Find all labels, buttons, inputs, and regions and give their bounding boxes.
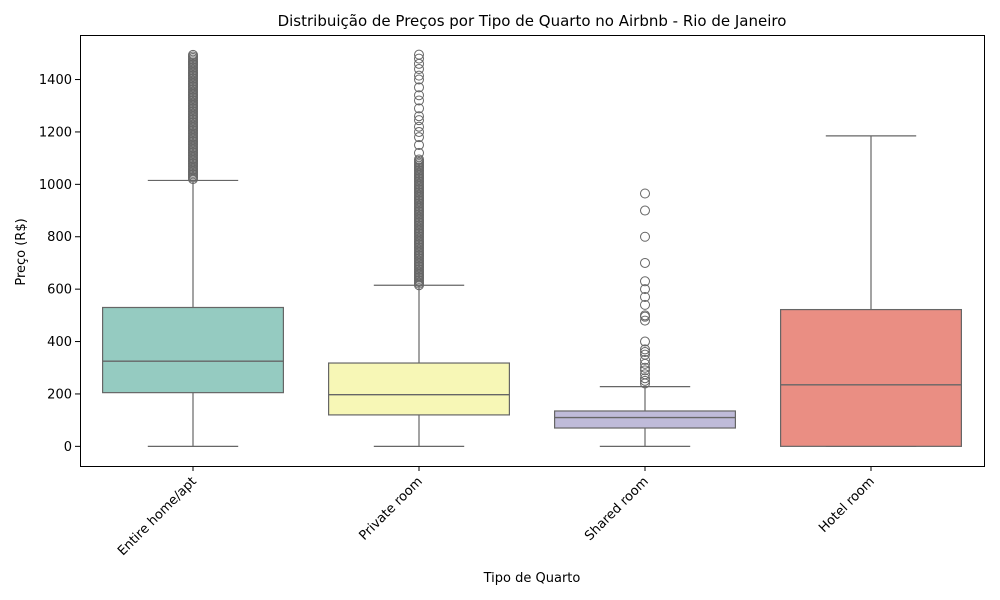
outlier-point — [414, 82, 424, 93]
outlier-point — [188, 49, 198, 60]
outlier-point — [640, 344, 650, 355]
outlier-point — [414, 64, 424, 75]
outlier-point — [414, 121, 424, 132]
outlier-point — [640, 276, 650, 287]
box-iqr — [779, 308, 962, 447]
outlier-point — [414, 53, 424, 64]
box-iqr — [328, 362, 511, 416]
chart-title: Distribuição de Preços por Tipo de Quart… — [278, 12, 787, 30]
outlier-point — [414, 154, 424, 165]
box-iqr — [553, 410, 736, 429]
plot-frame — [80, 35, 985, 467]
box-group — [101, 49, 285, 447]
y-tick-label: 1000 — [39, 178, 72, 193]
outlier-point — [640, 284, 650, 295]
outlier-point — [640, 299, 650, 310]
box-group — [553, 188, 736, 447]
outlier-point — [640, 375, 650, 386]
outlier-point — [640, 358, 650, 369]
box-group — [779, 135, 962, 447]
outlier-point — [640, 315, 650, 326]
outlier-point — [640, 205, 650, 216]
outlier-point — [414, 111, 424, 122]
outlier-point — [640, 373, 650, 384]
y-tick-label: 1400 — [39, 73, 72, 88]
plot-area — [101, 49, 962, 447]
outlier-point — [414, 103, 424, 114]
outlier-point — [640, 365, 650, 376]
outlier-point — [414, 147, 424, 158]
x-tick-label: Hotel room — [816, 474, 878, 536]
x-axis: Entire home/apt Private room Shared room Ho… — [115, 466, 878, 559]
y-tick-label: 200 — [47, 387, 72, 402]
outlier-point — [640, 369, 650, 380]
x-tick-label: Entire home/apt — [115, 474, 200, 559]
outlier-point — [640, 354, 650, 365]
outlier-point — [414, 126, 424, 137]
y-tick-label: 800 — [47, 230, 72, 245]
box-iqr — [101, 306, 285, 394]
outlier-point — [640, 231, 650, 242]
outlier-point — [414, 140, 424, 151]
y-tick-label: 1200 — [39, 125, 72, 140]
outlier-point — [414, 74, 424, 85]
outlier-point — [414, 90, 424, 101]
y-tick-label: 400 — [47, 335, 72, 350]
outlier-point — [640, 188, 650, 199]
outlier-point — [640, 362, 650, 373]
box-group — [328, 49, 511, 447]
outlier-point — [414, 70, 424, 81]
outlier-point — [640, 349, 650, 360]
y-axis-label: Preço (R$) — [14, 218, 29, 285]
y-tick-label: 600 — [47, 283, 72, 298]
x-tick-label: Shared room — [582, 474, 652, 544]
outlier-point — [414, 95, 424, 106]
outlier-point — [414, 115, 424, 126]
outlier-point — [640, 292, 650, 303]
outlier-point — [640, 257, 650, 268]
y-axis: 0 200 400 600 800 1000 1200 1400 — [39, 73, 80, 455]
x-axis-label: Tipo de Quarto — [483, 571, 581, 586]
outlier-point — [640, 310, 650, 321]
x-tick-label: Private room — [356, 474, 425, 543]
outlier-point — [640, 336, 650, 347]
outlier-point — [414, 49, 424, 60]
outlier-point — [640, 347, 650, 358]
outlier-point — [414, 58, 424, 69]
outlier-point — [414, 132, 424, 143]
y-tick-label: 0 — [64, 440, 72, 455]
